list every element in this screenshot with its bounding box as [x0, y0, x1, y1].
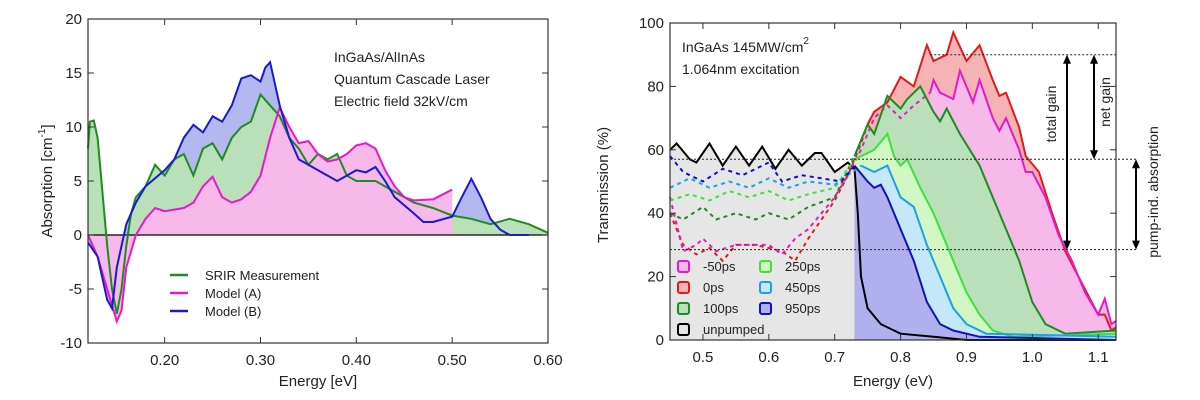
- legend-swatch-950ps: [759, 302, 772, 315]
- legend-label-950ps: 950ps: [785, 301, 821, 316]
- legend-swatch-450ps: [759, 281, 772, 294]
- line-model-b-: [87, 60, 529, 312]
- right-x-tick-label: 0.7: [824, 349, 845, 366]
- area-unpumped: [670, 143, 1116, 340]
- right-x-tick-label: 0.9: [956, 349, 977, 366]
- right-y-axis-label: Transmission (%): [595, 127, 612, 243]
- line-950ps: [853, 164, 1117, 341]
- transmission-chart: 0.5 0.6 0.7 0.8 0.9 1.0 1.1 0 20 40 60 80 100 -50ps 25…: [639, 15, 1140, 366]
- left-x-tick-label: 0.60: [533, 352, 562, 369]
- left-y-tick-label: 10: [65, 119, 82, 136]
- left-x-axis-label: Energy [eV]: [279, 373, 357, 390]
- dotted-line-0ps: [669, 124, 869, 263]
- line-450ps: [860, 164, 1117, 338]
- net-gain-arrow-head-down: [1090, 150, 1098, 160]
- dotted-line-950ps: [669, 155, 856, 183]
- right-plot-frame: [669, 22, 1117, 341]
- pump-absorption-arrow-head-down: [1132, 240, 1140, 250]
- area-model-a-: [88, 107, 453, 322]
- left-y-tick-label: 5: [74, 173, 82, 190]
- total-gain-arrow-head-down: [1063, 240, 1071, 250]
- right-y-tick-label: 100: [639, 15, 664, 32]
- line--50ps: [929, 67, 1117, 326]
- line-model-a-: [87, 104, 453, 325]
- left-x-tick-label: 0.20: [150, 352, 179, 369]
- right-y-tick-label: 80: [647, 78, 664, 95]
- legend-swatch-250ps: [759, 260, 772, 273]
- left-y-tick-label: 0: [74, 227, 82, 244]
- left-y-tick-label: 20: [65, 11, 82, 28]
- net-gain-label: net gain: [1097, 77, 1113, 127]
- dotted-line-450ps: [669, 164, 862, 189]
- legend-swatch-0ps: [677, 281, 690, 294]
- left-annotation-line-2: Quantum Cascade Laser: [334, 71, 490, 87]
- right-x-tick-label: 0.6: [758, 349, 779, 366]
- right-y-tick-label: 40: [647, 205, 664, 222]
- legend-label-100ps: 100ps: [703, 301, 739, 316]
- net-gain-arrow-head-up: [1090, 54, 1098, 64]
- legend-swatch-100ps: [677, 302, 690, 315]
- dotted-line-100ps: [669, 155, 856, 221]
- absorption-chart: 0.20 0.30 0.40 0.50 0.60 -10 -5 0 5 10 15 20 SRIR Me…: [60, 11, 562, 369]
- legend-label: Model (B): [205, 304, 261, 319]
- right-annotation-line-1: InGaAs 145MW/cm2: [682, 36, 809, 55]
- left-y-axis-label: Absorption [cm-1]: [37, 124, 56, 237]
- left-y-tick-label: -10: [60, 335, 82, 352]
- legend-swatch--50ps: [677, 260, 690, 273]
- total-gain-arrow-head-up: [1063, 54, 1071, 64]
- right-x-tick-label: 0.5: [693, 349, 714, 366]
- left-x-tick-label: 0.30: [246, 352, 275, 369]
- left-x-tick-label: 0.40: [342, 352, 371, 369]
- left-x-tick-label: 0.50: [438, 352, 467, 369]
- right-y-tick-label: 20: [647, 269, 664, 286]
- dotted-line--50ps: [669, 91, 931, 256]
- right-y-tick-label: 60: [647, 142, 664, 159]
- legend-swatch-unpumped: [677, 323, 690, 336]
- right-x-axis-label: Energy (eV): [853, 373, 933, 390]
- right-x-tick-label: 1.1: [1088, 349, 1109, 366]
- area-950ps: [854, 165, 1116, 340]
- dotted-line-250ps: [669, 158, 856, 202]
- pump-absorption-arrow-head-up: [1132, 159, 1140, 169]
- right-y-tick-label: 0: [656, 332, 664, 349]
- left-y-tick-label: -5: [69, 281, 82, 298]
- right-annotation-line-2: 1.064nm excitation: [682, 61, 800, 77]
- left-y-axis-label-sup: -1: [37, 128, 48, 137]
- legend-label--50ps: -50ps: [703, 259, 736, 274]
- legend-label-0ps: 0ps: [703, 280, 724, 295]
- right-x-tick-label: 0.8: [890, 349, 911, 366]
- total-gain-label: total gain: [1043, 86, 1059, 143]
- right-x-tick-label: 1.0: [1022, 349, 1043, 366]
- left-annotation-line-3: Electric field 32kV/cm: [334, 93, 468, 109]
- left-y-tick-label: 15: [65, 65, 82, 82]
- line-unpumped: [669, 141, 1116, 341]
- left-y-axis-label-main: Absorption [cm: [39, 138, 56, 238]
- pump-absorption-label: pump-ind. absorption: [1145, 126, 1161, 258]
- right-annotation-main: InGaAs 145MW/cm: [682, 39, 803, 55]
- line-250ps: [854, 131, 1117, 338]
- legend-label-250ps: 250ps: [785, 259, 821, 274]
- legend-label-unpumped: unpumped: [703, 322, 764, 337]
- legend-label-450ps: 450ps: [785, 280, 821, 295]
- legend-label: Model (A): [205, 286, 261, 301]
- right-annotation-sup: 2: [803, 36, 809, 47]
- left-annotation-line-1: InGaAs/AlInAs: [334, 49, 425, 65]
- left-y-axis-label-end: ]: [39, 124, 56, 128]
- legend-label: SRIR Measurement: [205, 268, 320, 283]
- line-100ps: [853, 84, 1117, 335]
